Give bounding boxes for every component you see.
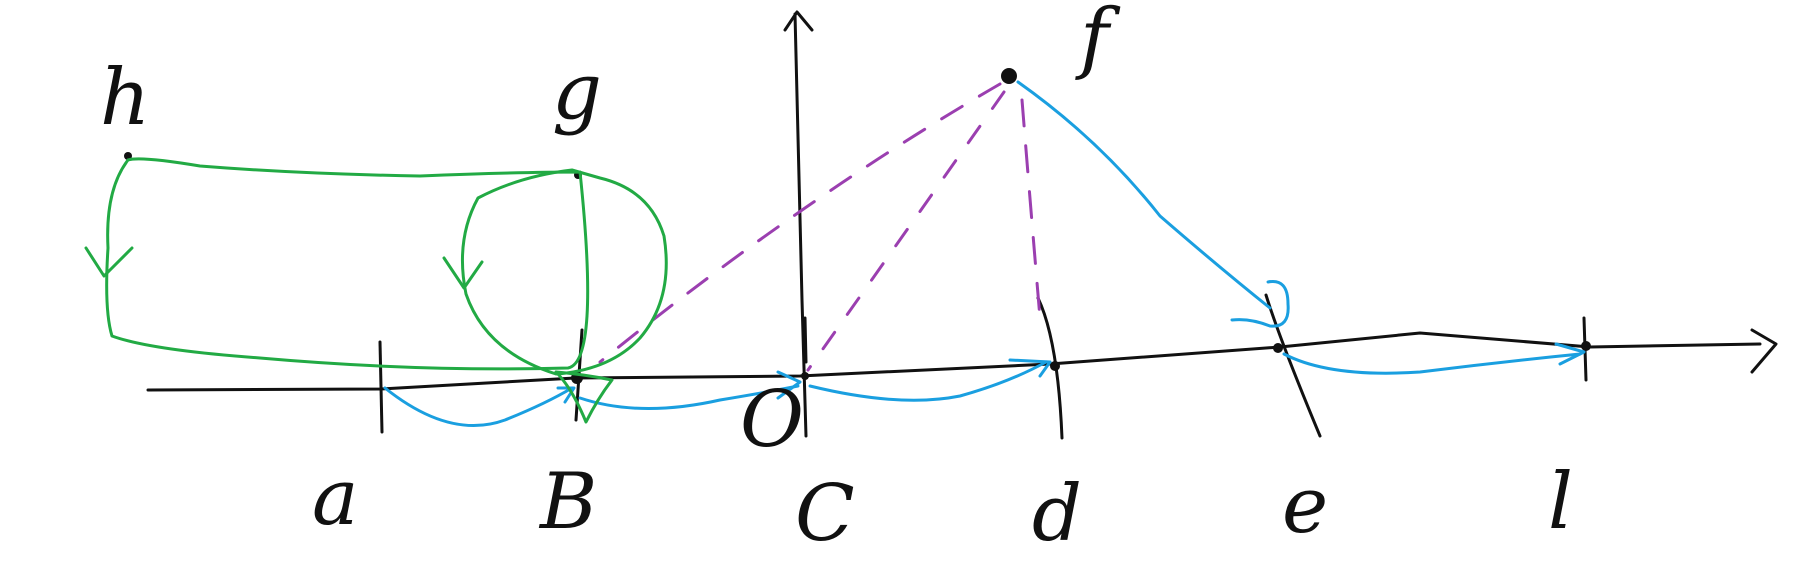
blue-arrowhead-c-to-d	[1008, 358, 1052, 378]
blue-arc-c-to-d	[808, 360, 1048, 402]
axis-label-a: a	[312, 453, 359, 543]
blue-arc-b-to-c	[578, 384, 800, 410]
point-c	[801, 372, 809, 380]
axis-label-e: e	[1282, 461, 1328, 551]
point-label-h: h	[100, 53, 150, 143]
green-loop-h	[105, 157, 590, 371]
blue-line-f-to-e	[1016, 80, 1272, 310]
tick-a	[378, 340, 384, 434]
axis-label-c: C	[795, 469, 855, 559]
horizontal-axis-arrowhead	[1750, 328, 1778, 374]
blue-arc-e-to-l	[1282, 352, 1582, 375]
point-label-g: g	[552, 47, 602, 137]
blue-arrowhead-f-to-e	[1230, 279, 1290, 328]
vertical-axis-arrowhead	[783, 10, 814, 32]
point-d	[1050, 361, 1060, 371]
axis-label-b: B	[538, 457, 597, 547]
green-loop-g	[460, 168, 668, 376]
blue-arrowhead-e-to-l	[1554, 342, 1586, 366]
point-e	[1273, 343, 1283, 353]
origin-label: O	[740, 375, 804, 465]
green-arrowhead-g-loop	[442, 256, 484, 290]
point-l	[1581, 341, 1591, 351]
tick-c	[803, 316, 808, 364]
axis-label-l: l	[1548, 457, 1573, 547]
axis-label-d: d	[1032, 469, 1082, 559]
blue-arrowhead-b-to-c	[776, 370, 802, 400]
dashed-line-f-to-c	[806, 90, 1006, 372]
vertical-axis	[793, 12, 808, 438]
blue-arrowhead-a-to-b	[556, 386, 576, 404]
green-arrowhead-h-loop	[84, 246, 134, 278]
blue-arc-a-to-b	[383, 386, 574, 427]
point-f	[1001, 68, 1017, 84]
point-label-f: f	[1075, 0, 1121, 83]
dashed-line-f-to-d	[1020, 98, 1042, 320]
green-arrowhead-at-b	[554, 370, 614, 424]
tick-d	[1036, 296, 1064, 440]
